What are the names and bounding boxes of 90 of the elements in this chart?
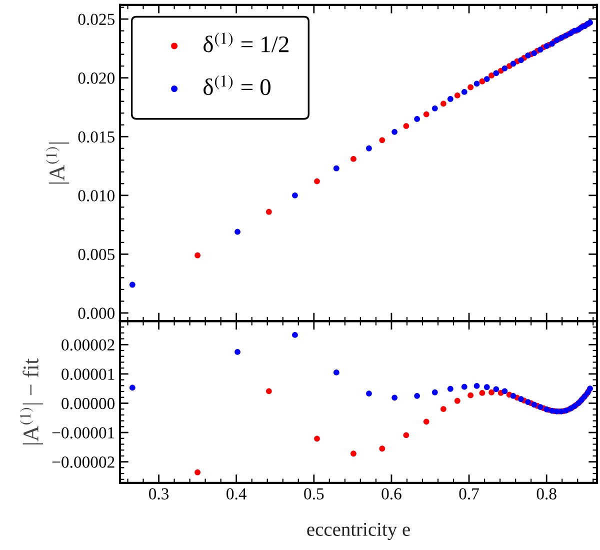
point	[510, 60, 516, 67]
point	[549, 40, 555, 47]
point	[518, 57, 524, 64]
x-tick-label: 0.4	[226, 488, 246, 500]
point	[432, 105, 438, 112]
point	[423, 111, 430, 118]
point	[350, 450, 356, 457]
point	[440, 100, 446, 107]
point	[563, 408, 569, 414]
y-tick-label: 0.00002	[62, 339, 114, 351]
point	[518, 396, 524, 402]
x-tick-label: 0.7	[459, 488, 479, 500]
point	[493, 386, 500, 392]
point	[350, 156, 356, 162]
point	[502, 65, 508, 72]
point	[366, 145, 372, 152]
point	[454, 92, 460, 98]
point	[525, 52, 531, 58]
x-tick-label: 0.8	[536, 488, 556, 500]
legend-label: δ$^{(1)}$ = 0	[204, 75, 270, 96]
point	[531, 50, 538, 56]
point	[314, 436, 320, 442]
point	[266, 208, 272, 215]
point	[333, 165, 340, 172]
y-tick-label: 0.00000	[62, 398, 115, 410]
point	[234, 228, 240, 235]
point	[510, 392, 516, 399]
y-tick-label: 0.00001	[62, 368, 114, 380]
y-axis-title: |A$^{(1)}$|	[46, 142, 70, 184]
y-tick-label: 0.010	[78, 190, 115, 202]
point	[129, 384, 136, 391]
point	[537, 404, 544, 410]
point	[563, 32, 569, 38]
point	[531, 402, 538, 408]
point	[484, 384, 490, 390]
point	[525, 399, 531, 405]
point	[468, 84, 474, 90]
point	[447, 386, 454, 392]
point	[292, 192, 298, 198]
point	[314, 178, 320, 184]
point	[234, 349, 240, 355]
point	[423, 418, 430, 425]
y-tick-label: −0.00002	[52, 456, 114, 468]
y-tick-label: 0.005	[78, 248, 114, 260]
y-axis-title: |A$^{(1)}$| − fit	[20, 358, 44, 444]
point	[414, 392, 420, 399]
point	[454, 398, 460, 404]
y-tick-label: −0.00001	[52, 427, 114, 439]
point	[392, 394, 398, 401]
x-tick-label: 0.5	[304, 488, 324, 500]
y-tick-label: 0.015	[78, 131, 114, 143]
point	[447, 96, 454, 102]
point	[194, 469, 201, 476]
point	[587, 386, 593, 392]
y-tick-label: 0.000	[78, 308, 115, 319]
point	[493, 70, 500, 76]
point	[403, 123, 410, 129]
point	[403, 432, 410, 438]
point	[484, 76, 490, 82]
x-tick-label: 0.6	[382, 488, 402, 500]
point	[474, 80, 480, 87]
legend-label: δ$^{(1)}$ = 1/2	[204, 32, 288, 52]
point	[440, 406, 446, 412]
point	[392, 128, 398, 135]
point	[379, 446, 386, 452]
point	[292, 332, 298, 338]
point	[554, 37, 560, 44]
point	[379, 137, 386, 144]
x-axis-title: eccentricity e	[307, 522, 410, 540]
point	[194, 252, 201, 258]
point	[461, 384, 468, 390]
point	[366, 390, 372, 396]
point	[333, 370, 340, 376]
point	[502, 388, 508, 394]
point	[461, 89, 468, 95]
point	[266, 388, 272, 394]
x-tick-label: 0.3	[149, 488, 169, 500]
point	[558, 34, 564, 41]
y-tick-label: 0.025	[78, 14, 114, 26]
point	[479, 390, 486, 396]
point	[537, 46, 544, 53]
point	[432, 389, 438, 396]
y-tick-label: 0.020	[78, 72, 115, 84]
point	[468, 392, 474, 398]
point	[488, 72, 494, 78]
point	[488, 389, 494, 396]
point	[129, 282, 136, 288]
point	[479, 78, 486, 84]
point	[474, 382, 480, 389]
point	[414, 116, 420, 122]
